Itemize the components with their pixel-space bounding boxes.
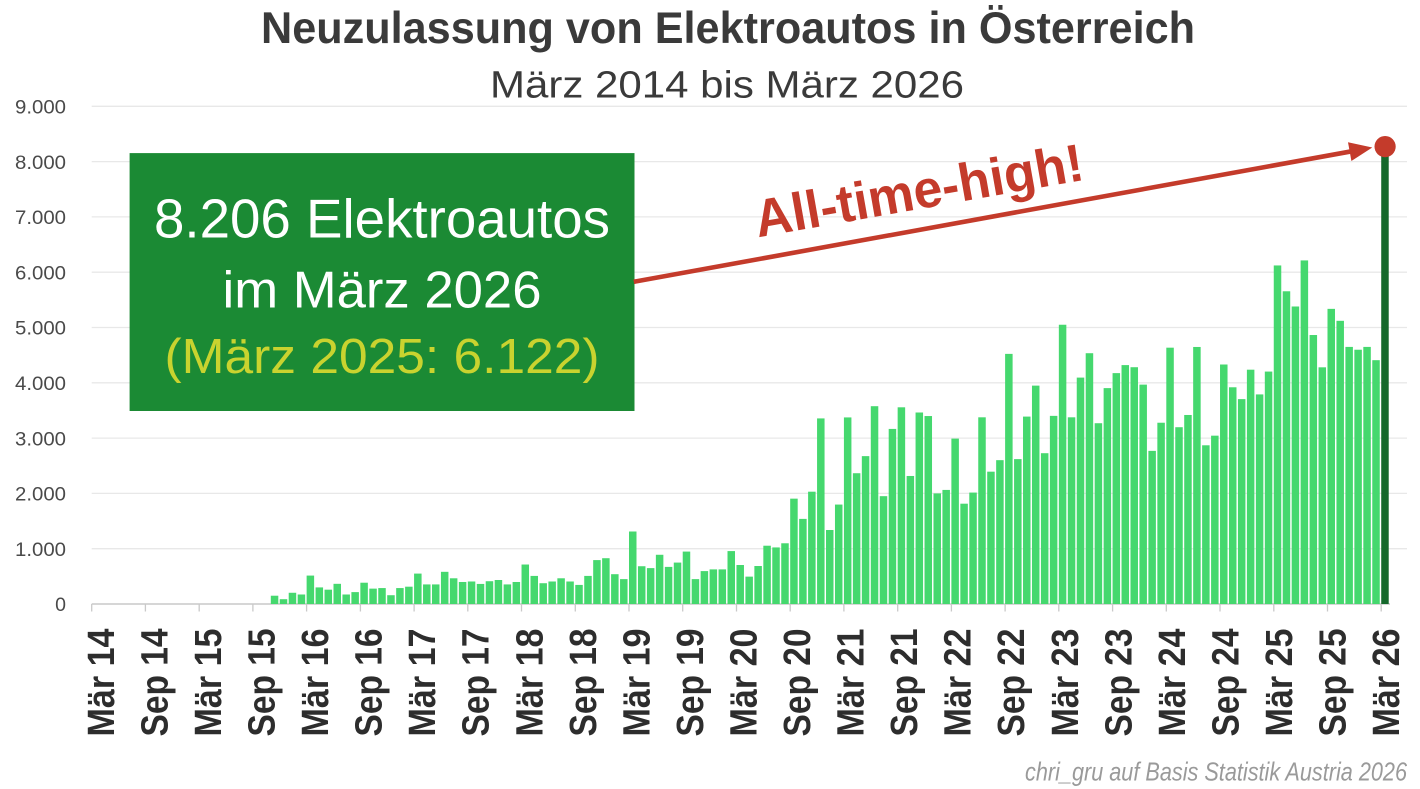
svg-text:Mär 16: Mär 16 (295, 629, 337, 737)
svg-text:Sep 17: Sep 17 (456, 629, 498, 737)
svg-text:4.000: 4.000 (15, 373, 66, 395)
svg-text:Sep 18: Sep 18 (563, 629, 605, 737)
svg-text:Sep 21: Sep 21 (884, 629, 926, 737)
svg-text:Mär 14: Mär 14 (81, 629, 123, 737)
svg-text:Mär 21: Mär 21 (831, 629, 873, 737)
svg-text:Mär 17: Mär 17 (402, 629, 444, 737)
svg-text:Sep 16: Sep 16 (349, 629, 391, 737)
svg-text:Mär 25: Mär 25 (1259, 629, 1301, 737)
svg-text:2.000: 2.000 (15, 484, 66, 506)
svg-text:Sep 15: Sep 15 (242, 629, 284, 737)
svg-text:Neuzulassung von Elektroautos: Neuzulassung von Elektroautos in Österre… (261, 4, 1195, 53)
svg-text:Mär 15: Mär 15 (188, 629, 230, 737)
svg-text:im März 2026: im März 2026 (223, 262, 542, 320)
svg-text:8.000: 8.000 (15, 152, 66, 174)
svg-text:0: 0 (55, 594, 66, 616)
svg-text:5.000: 5.000 (15, 318, 66, 340)
svg-text:(März 2025: 6.122): (März 2025: 6.122) (165, 330, 600, 384)
svg-text:Sep 24: Sep 24 (1206, 629, 1248, 737)
svg-text:Mär 18: Mär 18 (509, 629, 551, 737)
svg-text:Mär 20: Mär 20 (724, 629, 766, 737)
svg-text:Sep 19: Sep 19 (670, 629, 712, 737)
svg-text:Mär 22: Mär 22 (938, 628, 980, 736)
svg-text:chri_gru auf Basis Statistik A: chri_gru auf Basis Statistik Austria 202… (1025, 757, 1407, 787)
svg-text:Sep 14: Sep 14 (135, 629, 177, 737)
svg-text:Mär 26: Mär 26 (1366, 629, 1408, 737)
svg-text:8.206 Elektroautos: 8.206 Elektroautos (154, 188, 610, 250)
svg-text:Sep 22: Sep 22 (991, 629, 1033, 737)
svg-text:Sep 25: Sep 25 (1313, 629, 1355, 737)
svg-text:Mär 24: Mär 24 (1152, 629, 1194, 737)
svg-text:9.000: 9.000 (15, 97, 66, 119)
svg-text:Sep 23: Sep 23 (1098, 629, 1140, 737)
svg-text:7.000: 7.000 (15, 207, 66, 229)
svg-text:Mär 23: Mär 23 (1045, 629, 1087, 737)
svg-text:1.000: 1.000 (15, 539, 66, 561)
svg-text:März 2014 bis März 2026: März 2014 bis März 2026 (490, 64, 964, 106)
svg-text:Sep 20: Sep 20 (777, 629, 819, 737)
svg-text:Mär 19: Mär 19 (616, 629, 658, 737)
svg-text:3.000: 3.000 (15, 428, 66, 450)
svg-text:6.000: 6.000 (15, 262, 66, 284)
